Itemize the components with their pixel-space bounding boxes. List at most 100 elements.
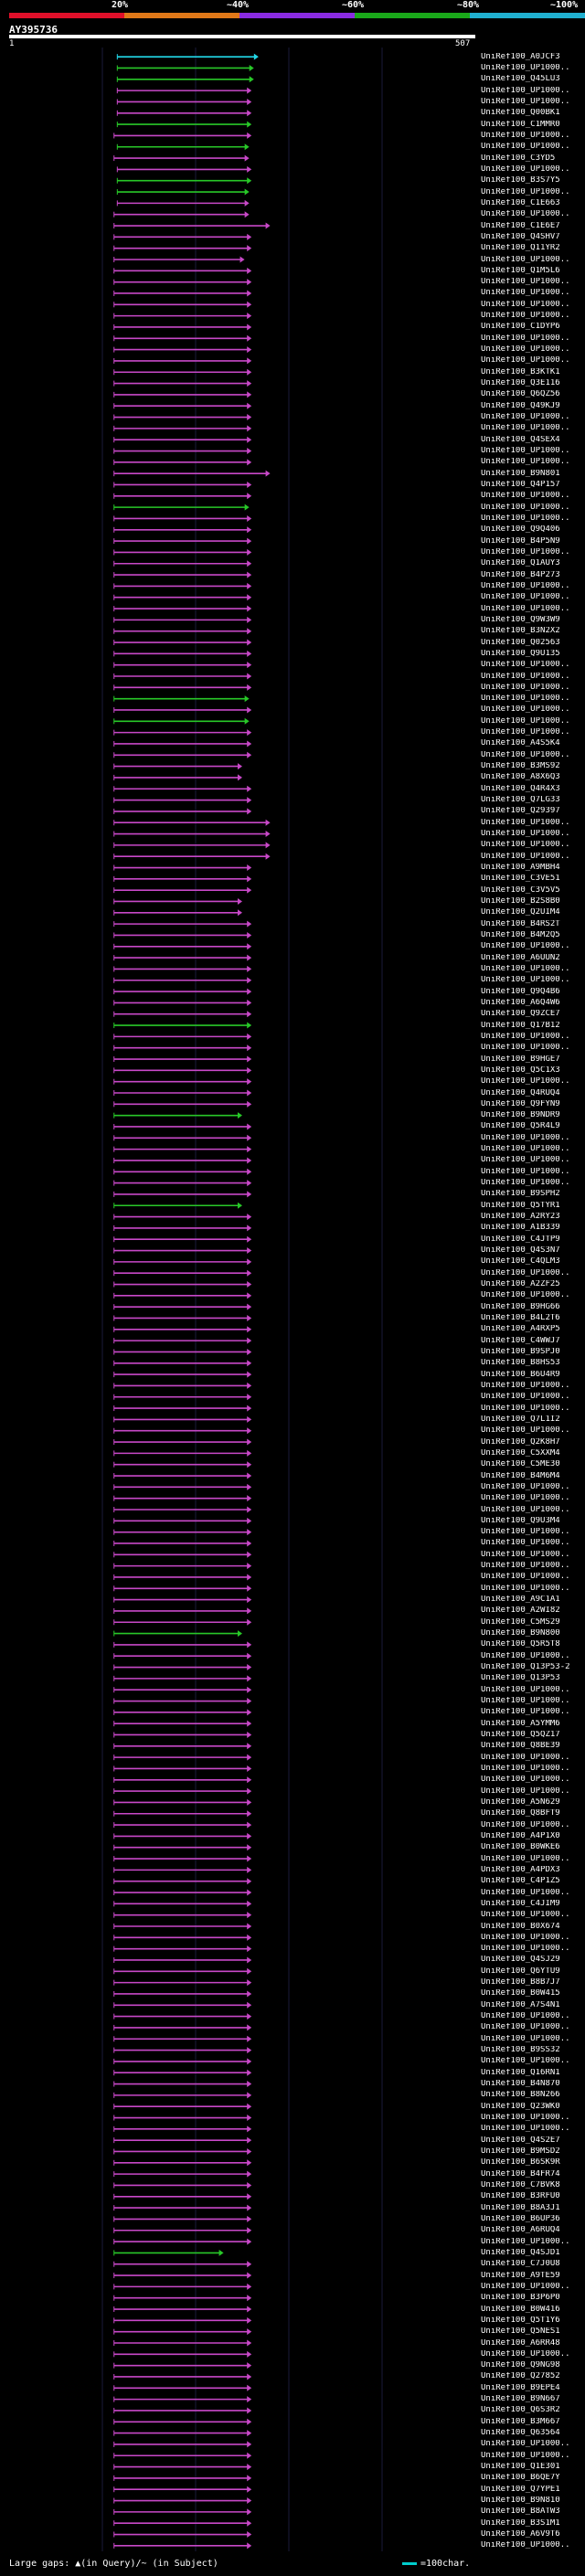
hit-label[interactable]: UniRef100_A5N629: [481, 1797, 560, 1807]
hit-label[interactable]: UniRef100_B4P273: [481, 570, 560, 579]
hit-label[interactable]: UniRef100_Q5R5T8: [481, 1640, 560, 1649]
hit-label[interactable]: UniRef100_C5XXM4: [481, 1448, 560, 1458]
hit-label[interactable]: UniRef100_UP1000..: [481, 593, 570, 602]
hit-label[interactable]: UniRef100_C4QLM3: [481, 1257, 560, 1267]
hit-label[interactable]: UniRef100_UP1000..: [481, 728, 570, 737]
hit-label[interactable]: UniRef100_UP1000..: [481, 503, 570, 512]
hit-label[interactable]: UniRef100_UP1000..: [481, 852, 570, 861]
hit-label[interactable]: UniRef100_UP1000..: [481, 750, 570, 759]
hit-label[interactable]: UniRef100_B9N800: [481, 1629, 560, 1638]
hit-label[interactable]: UniRef100_UP1000..: [481, 2440, 570, 2449]
hit-label[interactable]: UniRef100_UP1000..: [481, 356, 570, 366]
hit-label[interactable]: UniRef100_A5YMM6: [481, 1719, 560, 1728]
hit-label[interactable]: UniRef100_B3S7Y5: [481, 176, 560, 186]
hit-label[interactable]: UniRef100_UP1000..: [481, 458, 570, 467]
hit-label[interactable]: UniRef100_UP1000..: [481, 976, 570, 985]
hit-label[interactable]: UniRef100_UP1000..: [481, 1697, 570, 1705]
hit-label[interactable]: UniRef100_Q4S2E7: [481, 2136, 560, 2145]
hit-label[interactable]: UniRef100_A4P1X0: [481, 1831, 560, 1840]
hit-label[interactable]: UniRef100_Q4S3N7: [481, 1246, 560, 1256]
hit-label[interactable]: UniRef100_A9TE59: [481, 2271, 560, 2280]
hit-label[interactable]: UniRef100_UP1000..: [481, 1708, 570, 1717]
hit-label[interactable]: UniRef100_UP1000..: [481, 1393, 570, 1402]
hit-label[interactable]: UniRef100_B4M2Q5: [481, 930, 560, 939]
hit-label[interactable]: UniRef100_UP1000..: [481, 1032, 570, 1041]
hit-label[interactable]: UniRef100_UP1000..: [481, 1268, 570, 1277]
hit-label[interactable]: UniRef100_UP1000..: [481, 1044, 570, 1053]
hit-label[interactable]: UniRef100_Q9Q4B6: [481, 987, 560, 996]
hit-label[interactable]: UniRef100_UP1000..: [481, 2237, 570, 2246]
hit-label[interactable]: UniRef100_A9C1A1: [481, 1595, 560, 1605]
hit-label[interactable]: UniRef100_UP1000..: [481, 716, 570, 726]
hit-label[interactable]: UniRef100_Q5T1Y6: [481, 2316, 560, 2325]
hit-label[interactable]: UniRef100_Q27852: [481, 2372, 560, 2381]
hit-label[interactable]: UniRef100_UP1000..: [481, 1167, 570, 1176]
hit-label[interactable]: UniRef100_B0X674: [481, 1922, 560, 1931]
hit-label[interactable]: UniRef100_B8N266: [481, 2091, 560, 2100]
hit-label[interactable]: UniRef100_UP1000..: [481, 2057, 570, 2066]
hit-label[interactable]: UniRef100_A8X6Q3: [481, 773, 560, 782]
hit-label[interactable]: UniRef100_A4S5K4: [481, 739, 560, 748]
hit-label[interactable]: UniRef100_Q3E116: [481, 379, 560, 388]
hit-label[interactable]: UniRef100_UP1000..: [481, 1573, 570, 1582]
hit-label[interactable]: UniRef100_UP1000..: [481, 1933, 570, 1942]
hit-label[interactable]: UniRef100_UP1000..: [481, 1539, 570, 1548]
hit-label[interactable]: UniRef100_UP1000..: [481, 1764, 570, 1773]
hit-label[interactable]: UniRef100_A6UUN2: [481, 953, 560, 962]
hit-label[interactable]: UniRef100_Q4P157: [481, 480, 560, 489]
hit-label[interactable]: UniRef100_Q9U3M4: [481, 1516, 560, 1525]
hit-label[interactable]: UniRef100_C4P1Z5: [481, 1877, 560, 1886]
hit-label[interactable]: UniRef100_UP1000..: [481, 683, 570, 692]
hit-label[interactable]: UniRef100_Q7L1I2: [481, 1415, 560, 1424]
hit-label[interactable]: UniRef100_Q4SHV7: [481, 232, 560, 241]
hit-label[interactable]: UniRef100_UP1000..: [481, 942, 570, 951]
hit-label[interactable]: UniRef100_UP1000..: [481, 705, 570, 715]
hit-label[interactable]: UniRef100_Q6YTU9: [481, 1966, 560, 1976]
hit-label[interactable]: UniRef100_B9MSD2: [481, 2147, 560, 2156]
hit-label[interactable]: UniRef100_UP1000..: [481, 1482, 570, 1491]
hit-label[interactable]: UniRef100_B8ATW3: [481, 2507, 560, 2517]
hit-label[interactable]: UniRef100_B3KTK1: [481, 367, 560, 376]
hit-label[interactable]: UniRef100_UP1000..: [481, 278, 570, 287]
hit-label[interactable]: UniRef100_Q29397: [481, 807, 560, 816]
hit-label[interactable]: UniRef100_B9HG66: [481, 1302, 560, 1311]
hit-label[interactable]: UniRef100_Q6QZ56: [481, 390, 560, 399]
hit-label[interactable]: UniRef100_UP1000..: [481, 1291, 570, 1300]
hit-label[interactable]: UniRef100_Q9FYN9: [481, 1099, 560, 1108]
hit-label[interactable]: UniRef100_UP1000..: [481, 2012, 570, 2021]
hit-label[interactable]: UniRef100_B9SPH2: [481, 1190, 560, 1199]
hit-label[interactable]: UniRef100_B6QE7Y: [481, 2474, 560, 2483]
hit-label[interactable]: UniRef100_Q1M5L6: [481, 266, 560, 275]
hit-label[interactable]: UniRef100_Q49KJ9: [481, 401, 560, 410]
hit-label[interactable]: UniRef100_Q2UIM4: [481, 908, 560, 917]
hit-label[interactable]: UniRef100_Q5NES1: [481, 2327, 560, 2337]
hit-label[interactable]: UniRef100_C5ME30: [481, 1460, 560, 1469]
hit-label[interactable]: UniRef100_UP1000..: [481, 2034, 570, 2043]
hit-label[interactable]: UniRef100_UP1000..: [481, 1426, 570, 1436]
hit-label[interactable]: UniRef100_UP1000..: [481, 1888, 570, 1897]
hit-label[interactable]: UniRef100_UP1000..: [481, 1133, 570, 1142]
hit-label[interactable]: UniRef100_UP1000..: [481, 1820, 570, 1829]
hit-label[interactable]: UniRef100_Q8BE39: [481, 1742, 560, 1751]
hit-label[interactable]: UniRef100_B9EPE4: [481, 2383, 560, 2392]
hit-label[interactable]: UniRef100_UP1000..: [481, 1786, 570, 1796]
hit-label[interactable]: UniRef100_Q7YPE1: [481, 2485, 560, 2494]
hit-label[interactable]: UniRef100_UP1000..: [481, 661, 570, 670]
hit-label[interactable]: UniRef100_Q4SJD1: [481, 2248, 560, 2257]
hit-label[interactable]: UniRef100_UP1000..: [481, 830, 570, 839]
hit-label[interactable]: UniRef100_B4RS2T: [481, 919, 560, 928]
hit-label[interactable]: UniRef100_A2WI82: [481, 1606, 560, 1616]
hit-label[interactable]: UniRef100_B9SPJ0: [481, 1347, 560, 1356]
hit-label[interactable]: UniRef100_UP1000..: [481, 818, 570, 827]
hit-label[interactable]: UniRef100_UP1000..: [481, 143, 570, 152]
hit-label[interactable]: UniRef100_B4P5N9: [481, 536, 560, 546]
hit-label[interactable]: UniRef100_UP1000..: [481, 424, 570, 433]
hit-label[interactable]: UniRef100_B0W416: [481, 2305, 560, 2314]
hit-label[interactable]: UniRef100_UP1000..: [481, 255, 570, 264]
hit-label[interactable]: UniRef100_C4JTP9: [481, 1235, 560, 1244]
hit-label[interactable]: UniRef100_A2RY23: [481, 1213, 560, 1222]
hit-label[interactable]: UniRef100_Q4RUQ4: [481, 1088, 560, 1097]
hit-label[interactable]: UniRef100_UP1000..: [481, 97, 570, 106]
hit-label[interactable]: UniRef100_C3V5V5: [481, 885, 560, 895]
hit-label[interactable]: UniRef100_Q11YR2: [481, 244, 560, 253]
